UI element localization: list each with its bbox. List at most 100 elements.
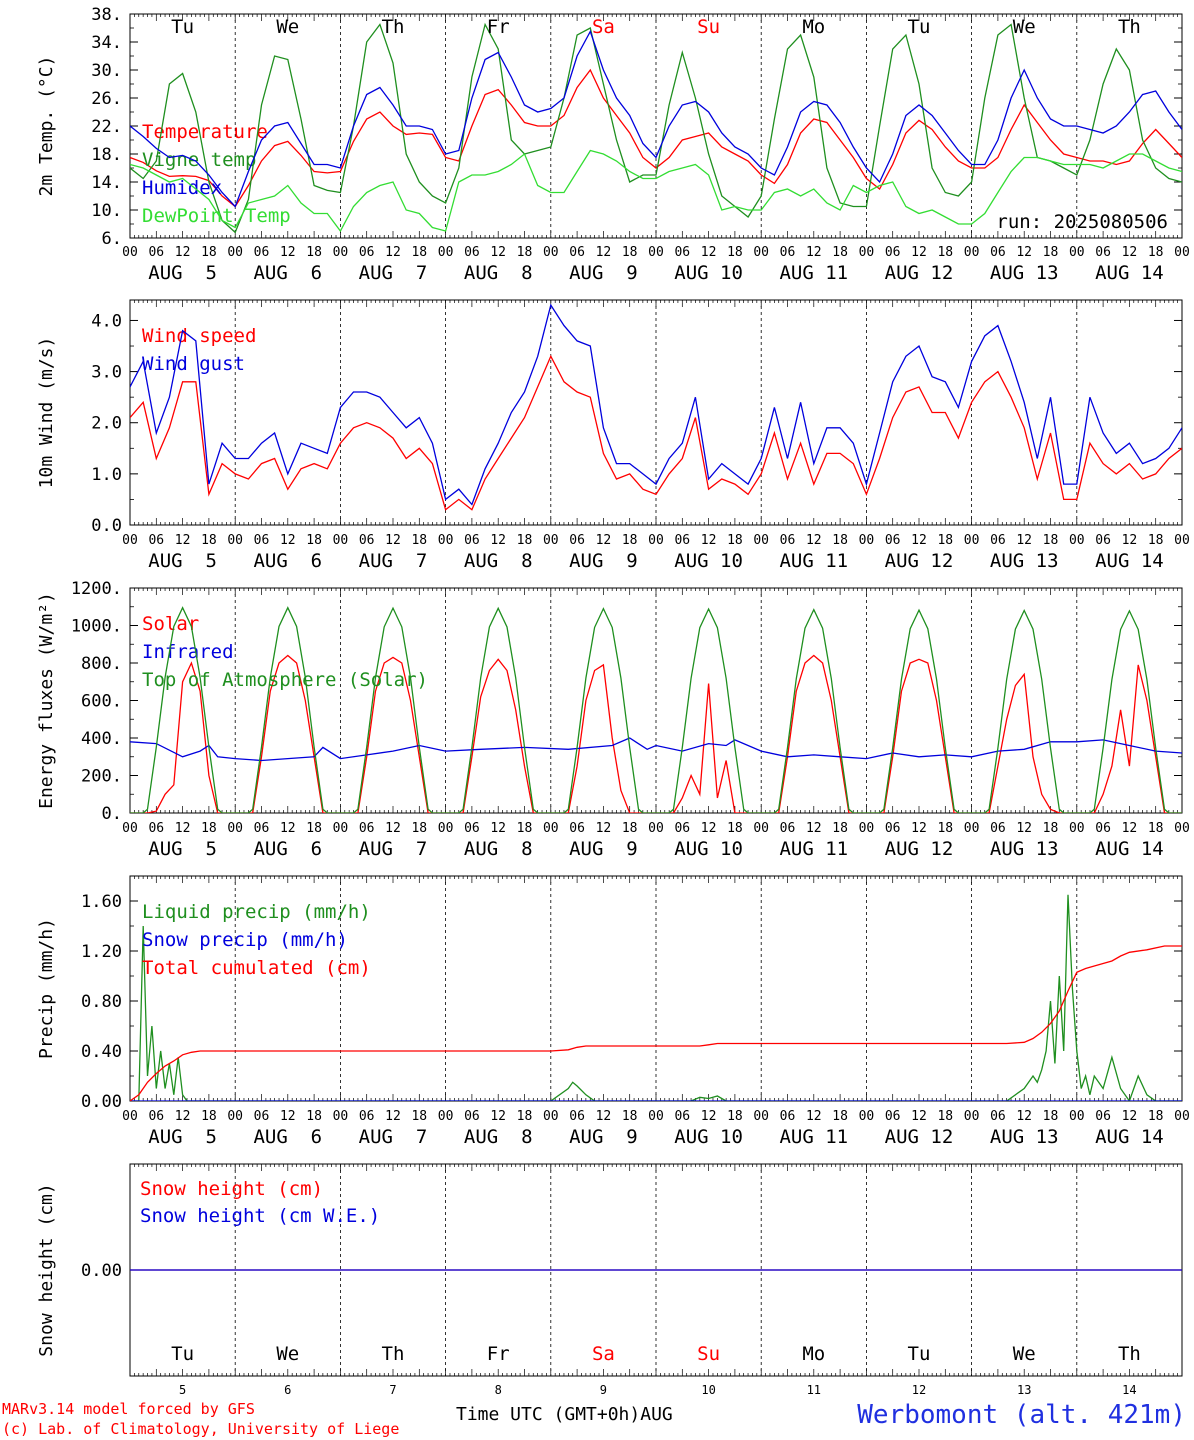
y-tick-label: 14. (91, 173, 122, 193)
hour-tick-label: 00 (648, 533, 664, 548)
hour-tick-label: 06 (464, 1109, 480, 1124)
hour-tick-label: 12 (175, 533, 191, 548)
hour-tick-label: 06 (1095, 245, 1111, 260)
date-label: AUG 5 (148, 262, 217, 284)
hour-tick-label: 06 (885, 245, 901, 260)
hour-tick-label: 12 (385, 821, 401, 836)
y-tick-label: 34. (91, 33, 122, 53)
series-line-wind-speed (130, 354, 1182, 511)
hour-tick-label: 06 (569, 821, 585, 836)
hour-tick-label: 12 (701, 533, 717, 548)
legend-entry: Total cumulated (cm) (142, 957, 371, 979)
weekday-label: Th (1118, 1343, 1141, 1365)
legend-entry: Temperature (142, 121, 268, 143)
hour-tick-label: 18 (1148, 533, 1164, 548)
hour-tick-label: 12 (1016, 821, 1032, 836)
date-label: AUG 7 (359, 262, 428, 284)
weekday-label: Th (382, 1343, 405, 1365)
hour-tick-label: 06 (674, 1109, 690, 1124)
hour-tick-label: 12 (806, 1109, 822, 1124)
hour-tick-label: 18 (937, 821, 953, 836)
y-tick-label: 0. (102, 804, 122, 824)
date-label: AUG 9 (569, 838, 638, 860)
hour-tick-label: 06 (674, 533, 690, 548)
hour-tick-label: 18 (306, 533, 322, 548)
hour-tick-label: 18 (1148, 245, 1164, 260)
hour-tick-label: 18 (201, 533, 217, 548)
hour-tick-label: 00 (753, 245, 769, 260)
legend-entry: Solar (142, 613, 199, 635)
date-label: AUG 11 (779, 262, 848, 284)
panel-1: 6. 10. 14. 18. 22. 26. 30. 34. 38. 2m Temp. (°C) T… (36, 5, 1190, 284)
hour-tick-label: 12 (280, 533, 296, 548)
hour-tick-label: 00 (333, 821, 349, 836)
hour-tick-label: 06 (254, 1109, 270, 1124)
weekday-label: Tu (908, 1343, 931, 1365)
y-tick-label: 1.60 (81, 892, 122, 912)
hour-tick-label: 00 (543, 1109, 559, 1124)
hour-tick-label: 06 (885, 821, 901, 836)
y-tick-label: 4.0 (91, 311, 122, 331)
hour-tick-label: 06 (885, 533, 901, 548)
date-label: AUG 12 (885, 262, 954, 284)
hour-tick-label: 06 (148, 533, 164, 548)
y-tick-label: 0.00 (81, 1092, 122, 1112)
hour-tick-label: 18 (411, 533, 427, 548)
hour-tick-label: 06 (1095, 1109, 1111, 1124)
hour-tick-label: 00 (438, 245, 454, 260)
legend-entry: Liquid precip (mm/h) (142, 901, 371, 923)
y-tick-label: 1000. (71, 617, 122, 637)
hour-tick-label: 06 (990, 245, 1006, 260)
hour-tick-label: 18 (201, 1109, 217, 1124)
legend-entry: DewPoint Temp (142, 205, 291, 227)
panel-2: 0.0 1.0 2.0 3.0 4.0 10m Wind (m/s) Wind speed W… (36, 299, 1190, 572)
date-label: AUG 12 (885, 1126, 954, 1148)
hour-tick-label: 00 (648, 1109, 664, 1124)
hour-tick-label: 18 (201, 821, 217, 836)
y-tick-label: 1.0 (91, 465, 122, 485)
hour-tick-label: 00 (333, 245, 349, 260)
hour-tick-label: 00 (122, 245, 138, 260)
hour-tick-label: 00 (648, 821, 664, 836)
date-label: AUG 14 (1095, 1126, 1164, 1148)
panel-3: 0. 200. 400. 600. 800. 1000. 1200. Energy fluxe… (36, 579, 1190, 860)
y-tick-label: 38. (91, 5, 122, 25)
y-axis-label: Snow height (cm) (36, 1183, 57, 1356)
hour-tick-label: 00 (1174, 245, 1190, 260)
hour-tick-label: 18 (1043, 1109, 1059, 1124)
weekday-label: Tu (908, 16, 931, 38)
date-label: AUG 10 (674, 262, 743, 284)
date-label: AUG 5 (148, 838, 217, 860)
hour-tick-label: 12 (490, 1109, 506, 1124)
time-axis-month: AUG (640, 1404, 673, 1425)
date-label: AUG 14 (1095, 838, 1164, 860)
hour-tick-label: 06 (990, 821, 1006, 836)
hour-tick-label: 12 (596, 821, 612, 836)
hour-tick-label: 00 (122, 533, 138, 548)
weekday-label: Su (697, 16, 720, 38)
hour-tick-label: 12 (911, 1109, 927, 1124)
hour-tick-label: 18 (622, 821, 638, 836)
hour-tick-label: 06 (254, 533, 270, 548)
hour-tick-label: 12 (911, 245, 927, 260)
hour-tick-label: 00 (227, 1109, 243, 1124)
day-number-label: 5 (179, 1383, 186, 1397)
hour-tick-label: 06 (359, 245, 375, 260)
hour-tick-label: 00 (543, 821, 559, 836)
hour-tick-label: 06 (780, 821, 796, 836)
weekday-label: Mo (802, 1343, 825, 1365)
hour-tick-label: 18 (727, 533, 743, 548)
hour-tick-label: 00 (1069, 1109, 1085, 1124)
hour-tick-label: 12 (385, 1109, 401, 1124)
hour-tick-label: 06 (148, 821, 164, 836)
hour-tick-label: 12 (1122, 1109, 1138, 1124)
hour-tick-label: 18 (306, 245, 322, 260)
y-tick-label: 0.80 (81, 992, 122, 1012)
legend-entry: Top of Atmosphere (Solar) (142, 669, 428, 691)
date-label: AUG 9 (569, 262, 638, 284)
hour-tick-label: 18 (832, 245, 848, 260)
time-axis-label-text: Time UTC (GMT+0h) (456, 1404, 641, 1425)
hour-tick-label: 06 (780, 1109, 796, 1124)
y-tick-label: 30. (91, 61, 122, 81)
hour-tick-label: 18 (937, 533, 953, 548)
